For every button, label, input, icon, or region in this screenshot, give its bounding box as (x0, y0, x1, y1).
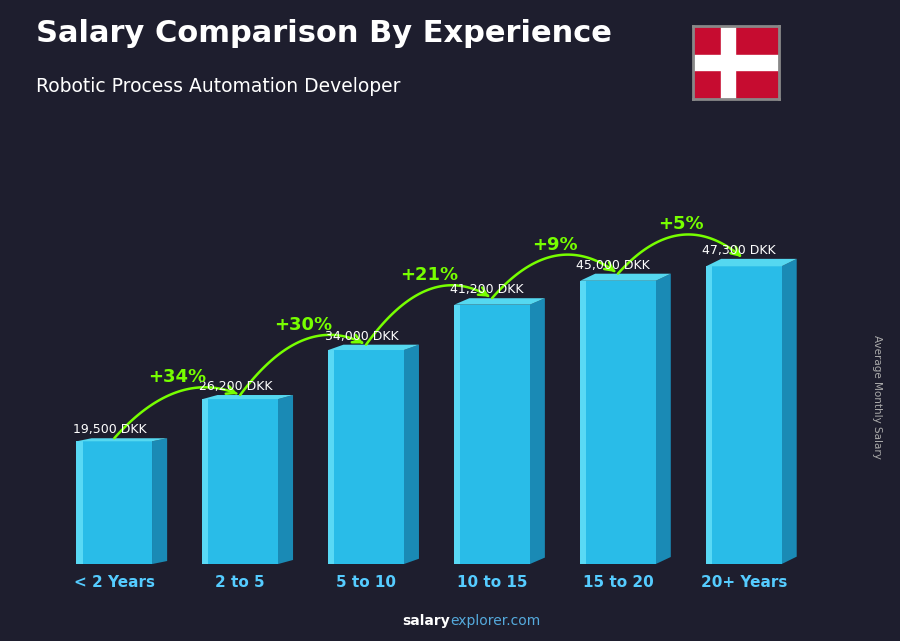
Bar (76, 441, 83, 564)
Text: +21%: +21% (400, 266, 458, 284)
Text: Robotic Process Automation Developer: Robotic Process Automation Developer (36, 77, 400, 96)
Bar (202, 399, 278, 564)
Text: 45,000 DKK: 45,000 DKK (576, 259, 650, 272)
Text: salary: salary (402, 614, 450, 628)
Text: +5%: +5% (658, 215, 704, 233)
Text: 26,200 DKK: 26,200 DKK (199, 380, 272, 393)
Bar (580, 281, 656, 564)
Text: +9%: +9% (532, 236, 578, 254)
Bar (202, 399, 209, 564)
Text: +34%: +34% (148, 368, 206, 387)
Polygon shape (76, 438, 167, 441)
Bar (706, 266, 781, 564)
Bar (706, 266, 712, 564)
Text: +30%: +30% (274, 316, 332, 334)
Text: Salary Comparison By Experience: Salary Comparison By Experience (36, 19, 612, 48)
Bar (721, 26, 734, 99)
Bar (454, 304, 530, 564)
Text: 41,200 DKK: 41,200 DKK (450, 283, 524, 296)
Bar (580, 281, 586, 564)
Polygon shape (656, 274, 670, 564)
Bar (328, 350, 335, 564)
Bar (693, 54, 778, 71)
Polygon shape (278, 395, 293, 564)
Text: Average Monthly Salary: Average Monthly Salary (872, 335, 883, 460)
Polygon shape (328, 345, 419, 350)
Text: 19,500 DKK: 19,500 DKK (73, 424, 147, 437)
Polygon shape (530, 298, 544, 564)
Polygon shape (404, 345, 419, 564)
Polygon shape (706, 259, 796, 266)
Polygon shape (152, 438, 167, 564)
Text: explorer.com: explorer.com (450, 614, 540, 628)
Polygon shape (202, 395, 293, 399)
Polygon shape (580, 274, 670, 281)
Bar (76, 441, 152, 564)
Polygon shape (454, 298, 544, 304)
Bar (454, 304, 460, 564)
Text: 47,300 DKK: 47,300 DKK (702, 244, 776, 257)
Text: 34,000 DKK: 34,000 DKK (325, 330, 398, 343)
Polygon shape (781, 259, 797, 564)
Bar (328, 350, 404, 564)
